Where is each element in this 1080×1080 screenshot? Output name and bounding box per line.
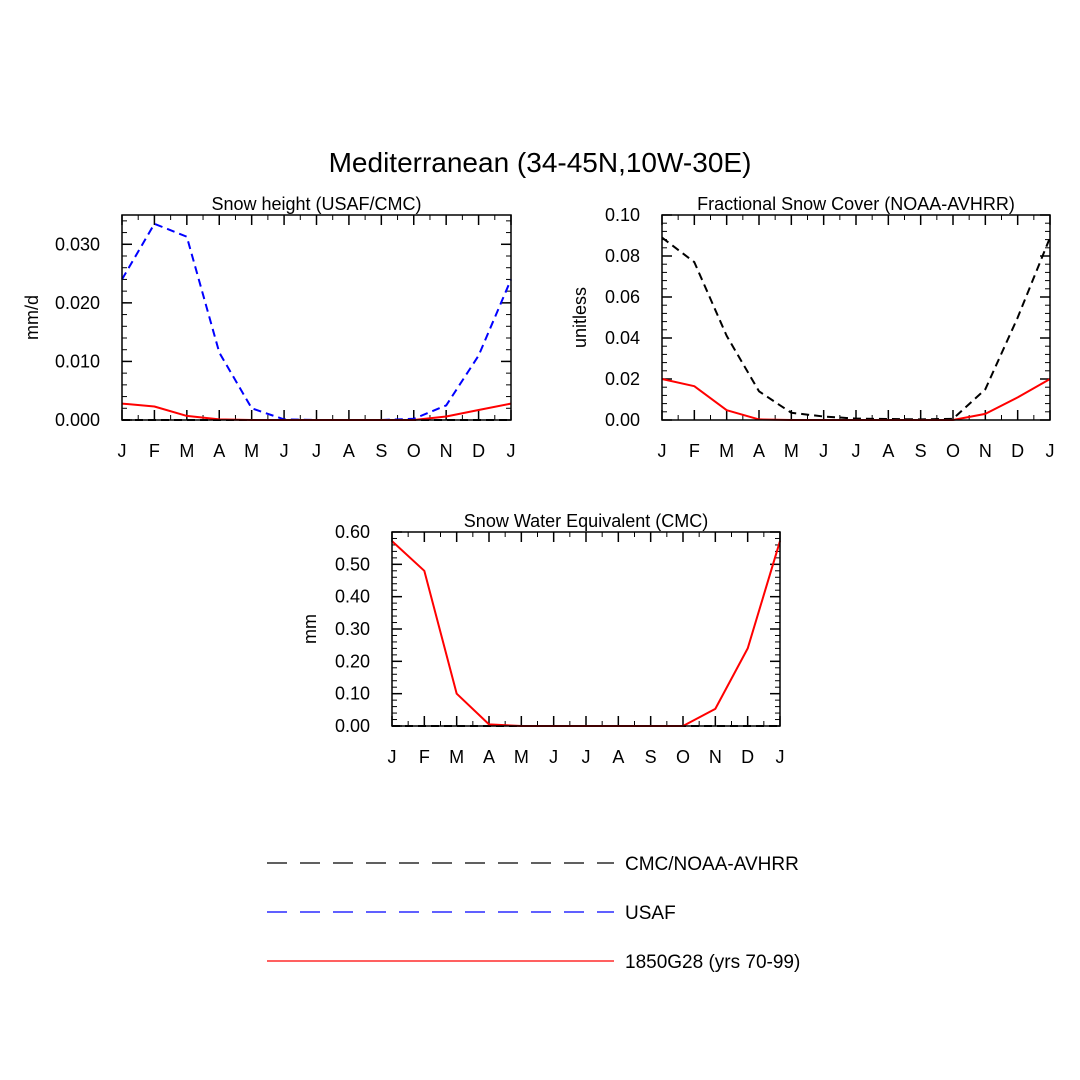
panel-1: Snow height (USAF/CMC)mm/dJ F M A M J J A S O N D J0… — [22, 194, 516, 461]
x-tick-label: F — [419, 747, 430, 767]
y-tick-label: 0.50 — [335, 554, 370, 574]
x-tick-label: J — [312, 441, 321, 461]
x-tick-label: D — [1011, 441, 1024, 461]
x-tick-label: A — [343, 441, 355, 461]
x-tick-label: J — [852, 441, 861, 461]
x-tick-label: D — [741, 747, 754, 767]
y-tick-label: 0.00 — [335, 716, 370, 736]
plot-frame — [661, 214, 1051, 421]
x-tick-label: A — [882, 441, 894, 461]
x-tick-label: M — [179, 441, 194, 461]
y-tick-label: 0.04 — [605, 328, 640, 348]
x-tick-label: M — [449, 747, 464, 767]
x-tick-label: S — [915, 441, 927, 461]
x-tick-label: J — [549, 747, 558, 767]
y-tick-label: 0.08 — [605, 246, 640, 266]
x-tick-label: J — [507, 441, 516, 461]
figure-title: Mediterranean (34-45N,10W-30E) — [329, 147, 752, 178]
y-tick-label: 0.60 — [335, 522, 370, 542]
x-tick-label: S — [375, 441, 387, 461]
x-tick-label: A — [612, 747, 624, 767]
plot-frame — [121, 214, 512, 421]
x-tick-label: N — [979, 441, 992, 461]
y-tick-label: 0.030 — [55, 234, 100, 254]
y-tick-label: 0.06 — [605, 287, 640, 307]
plot-frame — [391, 531, 781, 727]
x-tick-label: J — [582, 747, 591, 767]
x-tick-label: J — [658, 441, 667, 461]
y-tick-label: 0.40 — [335, 587, 370, 607]
x-tick-label: J — [819, 441, 828, 461]
legend-label: 1850G28 (yrs 70-99) — [625, 952, 800, 973]
x-tick-label: J — [118, 441, 127, 461]
x-tick-label: N — [709, 747, 722, 767]
x-tick-label: J — [388, 747, 397, 767]
series-line-obs — [661, 236, 1051, 421]
x-tick-label: N — [440, 441, 453, 461]
x-tick-label: J — [280, 441, 289, 461]
y-tick-label: 0.00 — [605, 410, 640, 430]
y-axis-label: mm — [300, 614, 320, 644]
x-tick-label: A — [753, 441, 765, 461]
y-axis-label: mm/d — [22, 295, 42, 340]
y-tick-label: 0.20 — [335, 651, 370, 671]
x-tick-label: O — [946, 441, 960, 461]
y-tick-label: 0.30 — [335, 619, 370, 639]
panel-title: Snow Water Equivalent (CMC) — [464, 511, 708, 531]
legend-label: CMC/NOAA-AVHRR — [625, 854, 799, 875]
y-tick-label: 0.000 — [55, 410, 100, 430]
y-axis-label: unitless — [570, 287, 590, 348]
x-tick-label: M — [784, 441, 799, 461]
legend: CMC/NOAA-AVHRR USAF 1850G28 (yrs 70-99) — [267, 854, 800, 973]
series-line-model — [391, 540, 781, 727]
y-tick-label: 0.020 — [55, 293, 100, 313]
x-tick-label: O — [407, 441, 421, 461]
x-tick-label: A — [213, 441, 225, 461]
panels: Snow height (USAF/CMC)mm/dJ F M A M J J A S O N D J0… — [22, 194, 1055, 767]
panel-title: Snow height (USAF/CMC) — [211, 194, 421, 214]
x-tick-label: M — [514, 747, 529, 767]
x-tick-label: M — [719, 441, 734, 461]
series-line-usaf — [121, 222, 512, 421]
legend-label: USAF — [625, 903, 676, 924]
x-tick-label: D — [472, 441, 485, 461]
x-tick-label: F — [689, 441, 700, 461]
x-tick-label: F — [149, 441, 160, 461]
x-tick-label: J — [776, 747, 785, 767]
y-tick-label: 0.10 — [335, 684, 370, 704]
panel-2: Fractional Snow Cover (NOAA-AVHRR) unitle… — [570, 194, 1055, 461]
x-tick-label: S — [645, 747, 657, 767]
y-tick-label: 0.010 — [55, 351, 100, 371]
x-tick-label: A — [483, 747, 495, 767]
x-tick-label: O — [676, 747, 690, 767]
panel-title: Fractional Snow Cover (NOAA-AVHRR) — [697, 194, 1015, 214]
x-tick-label: M — [244, 441, 259, 461]
x-tick-label: J — [1046, 441, 1055, 461]
y-tick-label: 0.10 — [605, 205, 640, 225]
panel-3: Snow Water Equivalent (CMC)mmJ F M A M J J A S O N… — [300, 511, 785, 767]
y-tick-label: 0.02 — [605, 369, 640, 389]
